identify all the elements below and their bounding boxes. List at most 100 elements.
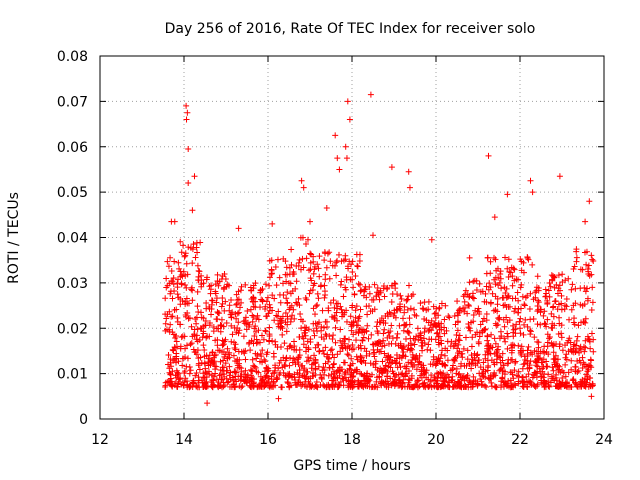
data-point [520,331,527,338]
data-point [340,257,347,264]
data-point [408,372,415,379]
data-point [454,327,461,334]
data-point [510,333,517,340]
data-point [263,351,270,358]
data-point [546,383,553,390]
data-point [495,343,502,350]
data-point [589,381,596,388]
data-point [381,366,388,373]
data-point [296,256,303,263]
data-point [373,323,380,330]
data-point [262,281,269,288]
data-point [477,375,484,382]
data-point [558,330,565,337]
data-point [244,307,251,314]
data-point [484,254,491,261]
data-point [277,369,284,376]
data-point [583,363,590,370]
data-point [205,359,212,366]
data-point [355,315,362,322]
data-point [255,369,262,376]
data-point [555,301,562,308]
data-point [217,322,224,329]
data-point [312,311,319,318]
data-point [389,291,396,298]
data-point [165,352,172,359]
data-point [299,318,306,325]
data-point [214,271,221,278]
data-point [504,360,511,367]
data-point [427,377,434,384]
data-point [180,382,187,389]
data-point [321,257,328,264]
data-point [504,294,511,301]
data-point [513,321,520,328]
data-point [470,311,477,318]
data-point [183,313,190,320]
data-point [480,315,487,322]
data-point [334,155,341,162]
data-point [345,382,352,389]
data-point [360,357,367,364]
data-point [210,354,217,361]
data-point [183,102,190,109]
data-point [540,312,547,319]
data-point [492,256,499,263]
data-point [401,309,408,316]
data-point [550,313,557,320]
y-tick-label: 0.08 [57,49,88,65]
data-point [438,300,445,307]
data-point [404,346,411,353]
data-point [275,308,282,315]
data-point [498,285,505,292]
data-point [398,296,405,303]
data-point [385,353,392,360]
data-point [233,300,240,307]
data-point [283,295,290,302]
data-point [529,351,536,358]
data-point [231,381,238,388]
data-point [360,334,367,341]
data-point [165,263,172,270]
data-point [570,265,577,272]
data-point [547,283,554,290]
data-point [263,373,270,380]
data-point [461,298,468,305]
data-point [486,376,493,383]
data-point [431,310,438,317]
data-point [305,354,312,361]
data-point [213,299,220,306]
data-point [445,374,452,381]
data-point [550,356,557,363]
data-point [288,246,295,253]
data-point [337,326,344,333]
data-point [581,348,588,355]
data-point [177,238,184,245]
data-point [527,290,534,297]
data-point [390,370,397,377]
data-point [179,355,186,362]
data-point [198,309,205,316]
data-point [572,379,579,386]
data-point [487,284,494,291]
data-point [573,342,580,349]
data-point [566,382,573,389]
data-point [292,285,299,292]
data-point [342,344,349,351]
data-point [334,351,341,358]
data-point [348,261,355,268]
data-point [435,370,442,377]
data-point [281,361,288,368]
data-point [451,313,458,320]
data-point [353,322,360,329]
data-point [281,340,288,347]
data-point [558,292,565,299]
data-point [397,292,404,299]
data-point [381,326,388,333]
data-point [545,383,552,390]
data-point [502,254,509,261]
data-point [363,372,370,379]
data-point [337,281,344,288]
data-point [350,331,357,338]
